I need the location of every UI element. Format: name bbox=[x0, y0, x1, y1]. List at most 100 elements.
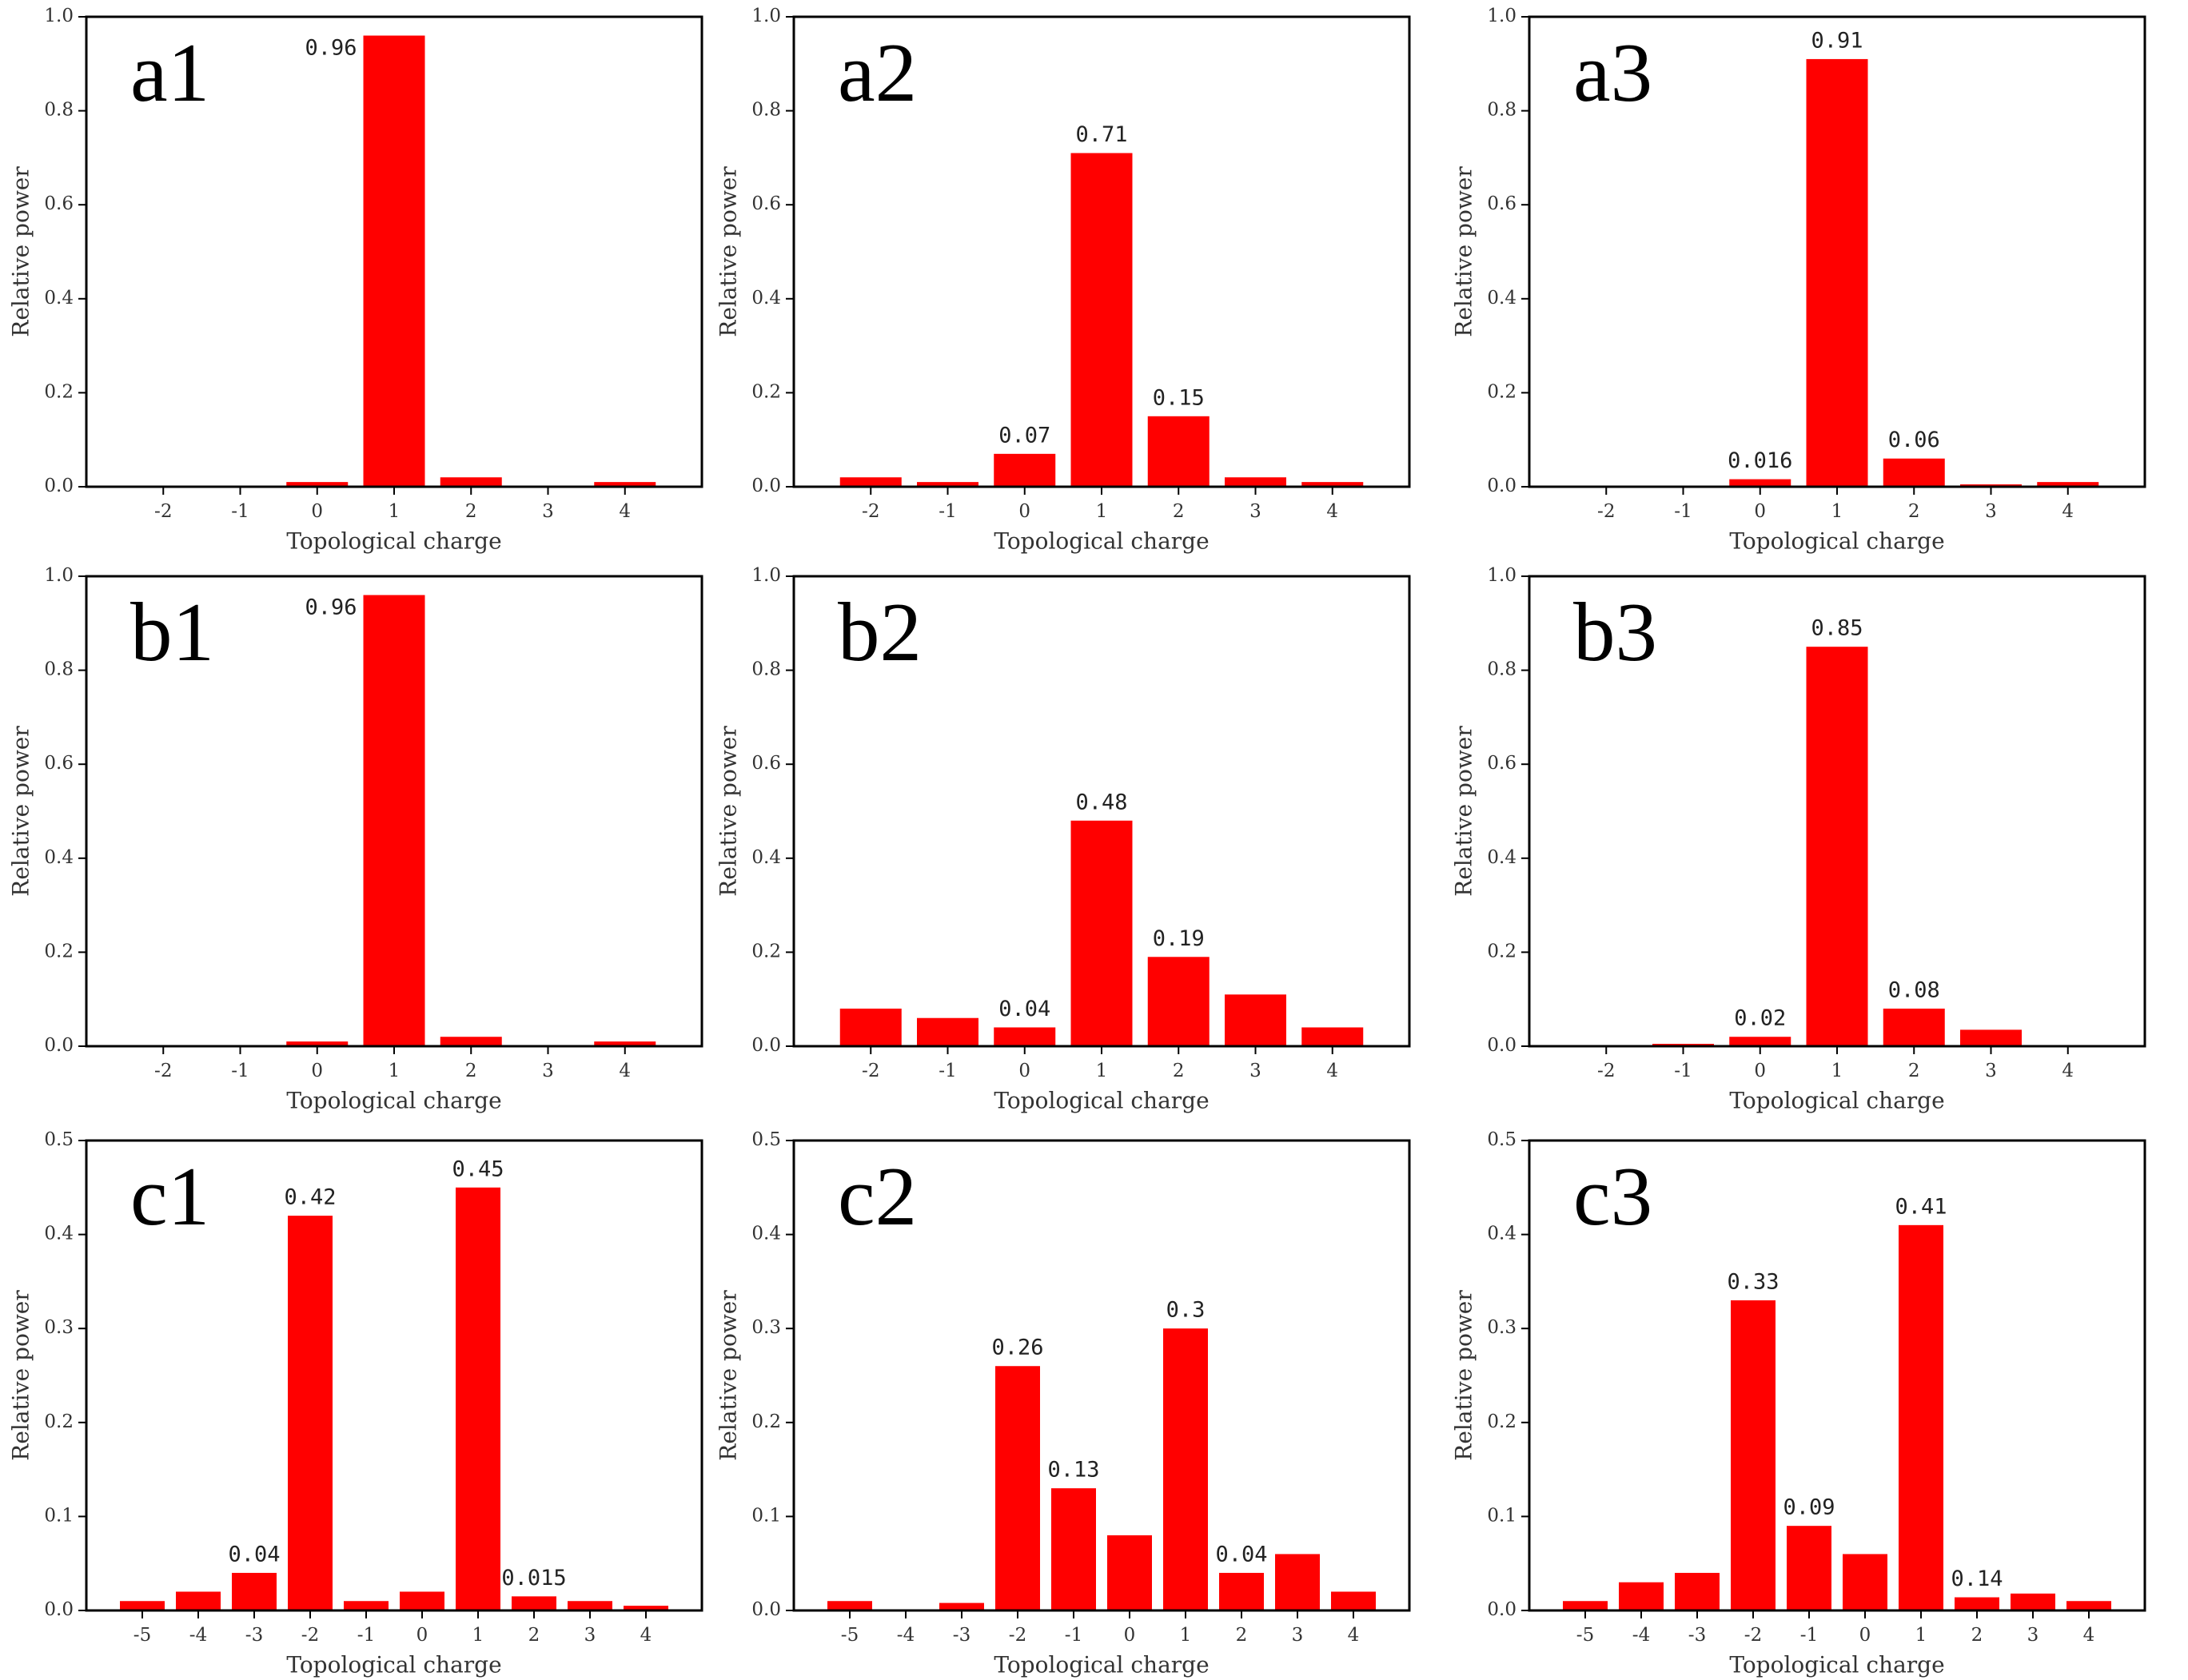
x-tick-label: -2 bbox=[154, 1061, 172, 1081]
x-tick-label: -3 bbox=[245, 1625, 263, 1646]
y-tick-label: 0.2 bbox=[751, 941, 781, 961]
bar bbox=[917, 1017, 978, 1046]
y-tick-label: 0.0 bbox=[1487, 1035, 1516, 1056]
bar bbox=[1787, 1526, 1831, 1610]
x-tick-label: -2 bbox=[862, 1061, 879, 1081]
x-tick-label: -2 bbox=[862, 501, 879, 522]
x-tick-label: -2 bbox=[154, 501, 172, 522]
bar bbox=[1563, 1601, 1608, 1610]
x-tick-label: -1 bbox=[1065, 1625, 1082, 1646]
y-tick-label: 0.2 bbox=[1487, 941, 1516, 961]
panel-label: a1 bbox=[130, 26, 209, 119]
bar bbox=[176, 1591, 221, 1610]
bar bbox=[1960, 1029, 2022, 1046]
x-tick-label: 0 bbox=[416, 1625, 428, 1646]
y-tick-label: 0.5 bbox=[751, 1129, 781, 1150]
y-tick-label: 0.4 bbox=[751, 1224, 781, 1244]
y-tick-label: 0.2 bbox=[44, 941, 74, 961]
bar bbox=[1107, 1535, 1152, 1610]
x-tick-label: -1 bbox=[1674, 501, 1692, 522]
x-tick-label: 3 bbox=[584, 1625, 596, 1646]
y-tick-label: 0.8 bbox=[751, 659, 781, 680]
x-tick-label: 1 bbox=[1831, 1061, 1843, 1081]
plot-frame bbox=[1528, 575, 2146, 1048]
y-tick-label: 0.5 bbox=[1487, 1129, 1516, 1150]
y-axis-label: Relative power bbox=[8, 1290, 34, 1461]
bar bbox=[1163, 1328, 1208, 1610]
bar bbox=[1729, 479, 1791, 487]
x-tick-label: 0 bbox=[311, 1061, 323, 1081]
x-tick-label: 0 bbox=[1018, 1061, 1030, 1081]
bar bbox=[568, 1601, 612, 1610]
x-tick-label: -2 bbox=[1597, 1061, 1615, 1081]
x-tick-label: 3 bbox=[1985, 501, 1997, 522]
y-tick-label: 1.0 bbox=[751, 565, 781, 586]
plot-frame bbox=[1528, 15, 2146, 488]
x-tick-label: 0 bbox=[1859, 1625, 1871, 1646]
x-tick-label: 2 bbox=[465, 501, 477, 522]
x-tick-label: -1 bbox=[231, 501, 249, 522]
panel-label: c1 bbox=[130, 1149, 209, 1243]
value-label: 0.13 bbox=[1047, 1458, 1099, 1483]
x-tick-label: -5 bbox=[841, 1625, 859, 1646]
y-axis-label: Relative power bbox=[1451, 1290, 1477, 1461]
plot-frame bbox=[1528, 1139, 2146, 1612]
plot-frame bbox=[85, 1139, 703, 1612]
value-label: 0.48 bbox=[1075, 790, 1127, 814]
x-tick-label: 2 bbox=[1236, 1625, 1248, 1646]
value-label: 0.33 bbox=[1727, 1269, 1779, 1294]
value-label: 0.3 bbox=[1166, 1298, 1206, 1323]
y-tick-label: 0.2 bbox=[1487, 381, 1516, 402]
x-tick-label: -3 bbox=[1688, 1625, 1706, 1646]
x-tick-label: -1 bbox=[231, 1061, 249, 1081]
bar bbox=[456, 1187, 500, 1610]
panel-label: c3 bbox=[1573, 1149, 1652, 1243]
plot-frame bbox=[792, 1139, 1411, 1612]
y-tick-label: 0.1 bbox=[44, 1505, 74, 1526]
x-tick-label: 1 bbox=[472, 1625, 484, 1646]
value-label: 0.19 bbox=[1153, 926, 1205, 951]
x-tick-label: 4 bbox=[2083, 1625, 2095, 1646]
bar bbox=[286, 1041, 349, 1046]
value-label: 0.85 bbox=[1811, 616, 1863, 641]
y-tick-label: 0.4 bbox=[751, 288, 781, 309]
y-tick-label: 0.6 bbox=[751, 753, 781, 774]
bar bbox=[839, 1008, 902, 1046]
value-label: 0.07 bbox=[998, 423, 1050, 448]
y-tick-label: 0.4 bbox=[751, 847, 781, 868]
y-axis-label: Relative power bbox=[8, 166, 34, 337]
bar bbox=[1070, 820, 1133, 1046]
value-label: 0.016 bbox=[1728, 448, 1792, 473]
y-tick-label: 1.0 bbox=[44, 565, 74, 586]
x-tick-label: 3 bbox=[542, 501, 554, 522]
x-tick-label: 1 bbox=[1096, 1061, 1108, 1081]
x-tick-label: 1 bbox=[1180, 1625, 1192, 1646]
bar bbox=[512, 1596, 556, 1610]
x-tick-label: 4 bbox=[1326, 501, 1338, 522]
y-tick-label: 0.2 bbox=[1487, 1411, 1516, 1432]
y-tick-label: 0.0 bbox=[44, 1599, 74, 1620]
y-tick-label: 0.2 bbox=[751, 381, 781, 402]
x-tick-label: 4 bbox=[619, 1061, 631, 1081]
x-axis-label: Topological charge bbox=[286, 1088, 501, 1114]
x-tick-label: 4 bbox=[640, 1625, 652, 1646]
y-tick-label: 0.5 bbox=[44, 1129, 74, 1150]
x-tick-label: -3 bbox=[953, 1625, 970, 1646]
y-tick-label: 0.0 bbox=[751, 1599, 781, 1620]
x-tick-label: 4 bbox=[2062, 1061, 2074, 1081]
bar bbox=[624, 1606, 668, 1610]
value-label: 0.015 bbox=[501, 1566, 566, 1590]
x-tick-label: 4 bbox=[1348, 1625, 1360, 1646]
plot-frame bbox=[792, 575, 1411, 1048]
bar bbox=[440, 477, 502, 487]
y-tick-label: 0.8 bbox=[1487, 100, 1516, 121]
x-tick-label: 2 bbox=[1173, 1061, 1185, 1081]
value-label: 0.26 bbox=[991, 1336, 1043, 1360]
value-label: 0.91 bbox=[1811, 28, 1863, 53]
x-tick-label: -1 bbox=[939, 501, 956, 522]
x-tick-label: 0 bbox=[1018, 501, 1030, 522]
x-tick-label: 3 bbox=[542, 1061, 554, 1081]
bar bbox=[1619, 1582, 1664, 1610]
y-axis-label: Relative power bbox=[8, 726, 34, 897]
